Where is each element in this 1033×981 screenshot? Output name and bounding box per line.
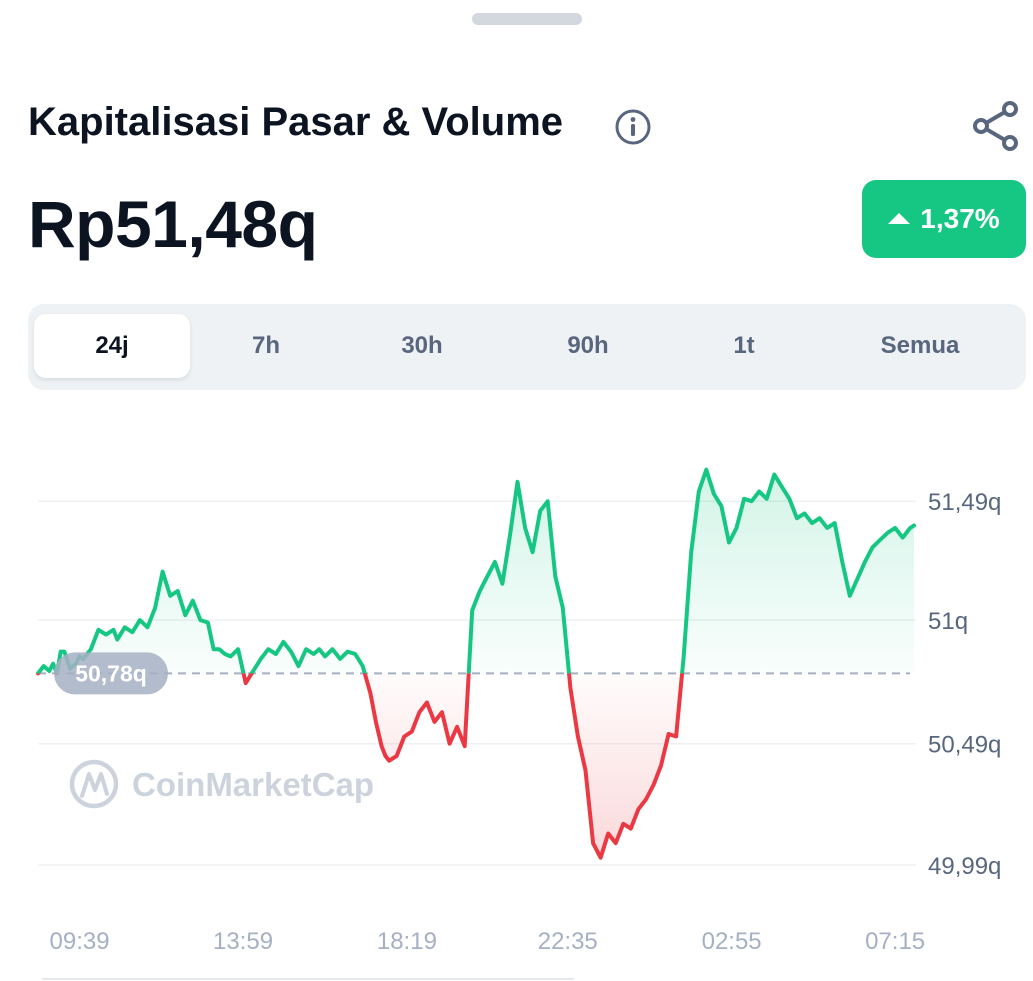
market-cap-value: Rp51,48q: [28, 187, 318, 261]
change-percent: 1,37%: [920, 203, 1000, 234]
info-icon[interactable]: [614, 108, 652, 146]
tab-7h[interactable]: 7h: [251, 332, 280, 359]
time-range-tabs: 24j 7h 30h 90h 1t Semua: [28, 304, 1026, 390]
tab-90h[interactable]: 90h: [567, 332, 609, 359]
area-fill-below: [243, 673, 683, 858]
page-title: Kapitalisasi Pasar & Volume: [28, 100, 564, 144]
x-tick-label: 09:39: [50, 928, 110, 955]
y-tick-label: 49,99q: [928, 853, 1001, 880]
y-tick-label: 51,49q: [928, 489, 1001, 516]
share-icon[interactable]: [968, 98, 1024, 154]
tab-semua[interactable]: Semua: [880, 332, 960, 359]
y-tick-label: 51q: [928, 608, 968, 635]
watermark: CoinMarketCap: [69, 759, 374, 809]
area-fill-above: [38, 469, 914, 674]
coinmarketcap-logo-wave: [80, 772, 109, 798]
x-tick-label: 18:19: [377, 928, 437, 955]
baseline-label: 50,78q: [75, 660, 147, 686]
tab-24j[interactable]: 24j: [34, 314, 190, 378]
tab-1t[interactable]: 1t: [733, 332, 755, 359]
x-tick-label: 13:59: [213, 928, 273, 955]
drag-handle[interactable]: [472, 13, 582, 25]
x-tick-label: 22:35: [538, 928, 598, 955]
series-line-above: [36, 467, 916, 674]
y-axis: 51,49q 51q 50,49q 49,99q: [928, 489, 1001, 880]
bottom-divider: [42, 978, 574, 980]
y-tick-label: 50,49q: [928, 732, 1001, 759]
caret-up-icon: [888, 212, 911, 224]
x-axis: 09:39 13:59 18:19 22:35 02:55 07:15: [50, 928, 926, 955]
coinmarketcap-logo-icon: [69, 759, 119, 809]
market-cap-chart[interactable]: CoinMarketCap 50,78q 51,49q 51q 50,49q 49,9…: [0, 400, 1033, 970]
baseline-pill: 50,78q: [54, 652, 168, 695]
x-tick-label: 02:55: [702, 928, 762, 955]
watermark-text: CoinMarketCap: [132, 766, 374, 803]
x-tick-label: 07:15: [865, 928, 925, 955]
change-badge: 1,37%: [862, 180, 1026, 258]
tab-30h[interactable]: 30h: [401, 332, 443, 359]
series-line-below: [36, 673, 685, 860]
